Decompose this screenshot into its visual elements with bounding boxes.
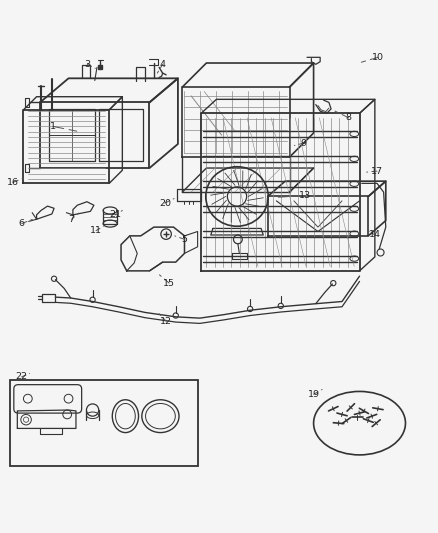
Text: 9: 9: [300, 139, 306, 148]
Text: 16: 16: [7, 178, 19, 187]
Text: 8: 8: [345, 113, 351, 122]
Text: 5: 5: [181, 235, 187, 244]
Text: 19: 19: [307, 390, 319, 399]
Text: 11: 11: [90, 226, 102, 235]
Text: 1: 1: [50, 122, 56, 131]
Text: 13: 13: [298, 191, 310, 200]
Text: 4: 4: [159, 60, 165, 69]
Text: 21: 21: [109, 211, 121, 220]
Text: 20: 20: [159, 199, 170, 207]
Text: 3: 3: [84, 60, 90, 69]
Text: 17: 17: [370, 167, 382, 175]
Text: 12: 12: [160, 317, 172, 326]
Text: 14: 14: [368, 230, 380, 239]
Text: 10: 10: [371, 53, 383, 62]
Text: 22: 22: [16, 372, 28, 381]
Text: 6: 6: [19, 219, 25, 228]
Text: 7: 7: [68, 215, 74, 224]
Bar: [11, 380, 198, 466]
Text: 15: 15: [163, 279, 175, 288]
